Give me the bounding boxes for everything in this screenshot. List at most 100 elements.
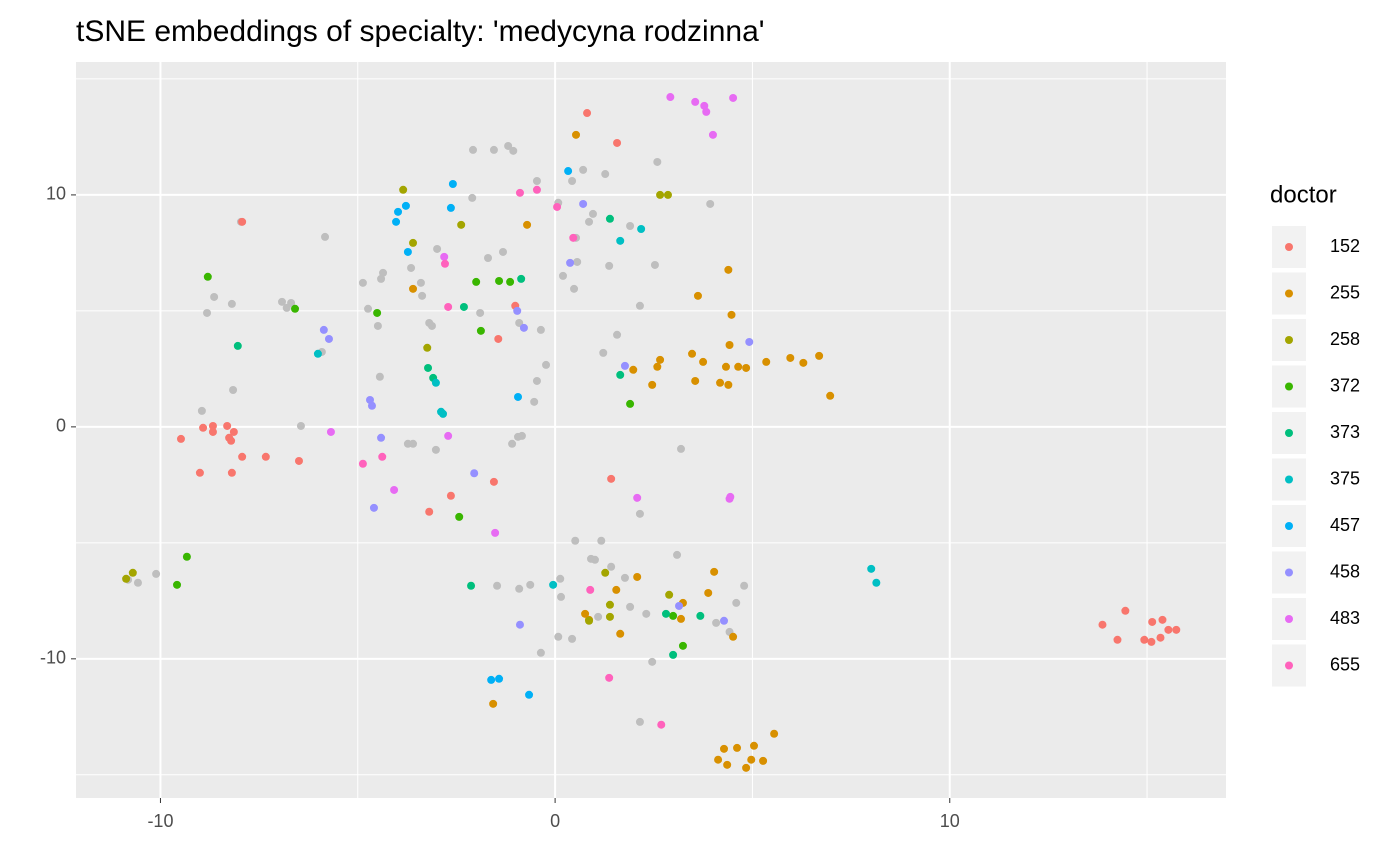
- legend-swatch: [1285, 615, 1293, 623]
- point: [392, 217, 401, 226]
- point: [203, 308, 212, 317]
- point: [369, 503, 378, 512]
- point: [616, 370, 625, 379]
- point: [427, 321, 436, 330]
- point: [519, 323, 528, 332]
- point: [373, 321, 382, 330]
- point: [467, 581, 476, 590]
- point: [648, 657, 657, 666]
- point: [549, 580, 558, 589]
- point: [499, 247, 508, 256]
- point: [762, 357, 771, 366]
- legend-title: doctor: [1270, 181, 1337, 208]
- point: [532, 376, 541, 385]
- point: [223, 421, 232, 430]
- legend-label: 372: [1330, 375, 1360, 395]
- point: [724, 265, 733, 274]
- legend-label: 255: [1330, 282, 1360, 302]
- point: [208, 427, 217, 436]
- point: [650, 260, 659, 269]
- point: [653, 157, 662, 166]
- point: [616, 236, 625, 245]
- point: [229, 385, 238, 394]
- point: [313, 349, 322, 358]
- x-tick-label: 10: [940, 811, 960, 831]
- point: [725, 340, 734, 349]
- point: [586, 585, 595, 594]
- point: [1147, 637, 1156, 646]
- point: [261, 452, 270, 461]
- point: [128, 568, 137, 577]
- point: [319, 325, 328, 334]
- legend-swatch: [1285, 568, 1293, 577]
- point: [786, 353, 795, 362]
- point: [390, 485, 399, 494]
- point: [1148, 617, 1157, 626]
- point: [446, 491, 455, 500]
- point: [799, 358, 808, 367]
- point: [1156, 633, 1165, 642]
- point: [724, 380, 733, 389]
- point: [358, 459, 367, 468]
- point: [373, 308, 382, 317]
- point: [699, 357, 708, 366]
- point: [444, 302, 453, 311]
- point: [656, 190, 665, 199]
- point: [613, 330, 622, 339]
- point: [605, 673, 614, 682]
- legend-swatch: [1285, 661, 1293, 670]
- point: [720, 616, 729, 625]
- point: [733, 743, 742, 752]
- point: [633, 493, 642, 502]
- point: [729, 93, 738, 102]
- point: [173, 580, 182, 589]
- point: [1164, 625, 1173, 634]
- point: [568, 634, 577, 643]
- point: [770, 729, 779, 738]
- point: [532, 176, 541, 185]
- point: [294, 456, 303, 465]
- point: [570, 284, 579, 293]
- point: [227, 436, 236, 445]
- point: [495, 276, 504, 285]
- point: [597, 536, 606, 545]
- legend-label: 457: [1330, 515, 1360, 535]
- point: [431, 445, 440, 454]
- point: [515, 584, 524, 593]
- point: [530, 397, 539, 406]
- point: [613, 138, 622, 147]
- point: [425, 507, 434, 516]
- y-tick-label: 10: [46, 184, 66, 204]
- point: [637, 225, 646, 234]
- legend-label: 258: [1330, 329, 1360, 349]
- point: [536, 325, 545, 334]
- point: [509, 146, 518, 155]
- point: [476, 308, 485, 317]
- point: [1113, 635, 1122, 644]
- point: [620, 573, 629, 582]
- point: [418, 291, 427, 300]
- point: [867, 564, 876, 573]
- point: [635, 717, 644, 726]
- point: [321, 232, 330, 241]
- point: [227, 468, 236, 477]
- point: [416, 278, 425, 287]
- point: [439, 409, 448, 418]
- point: [403, 247, 412, 256]
- point: [826, 391, 835, 400]
- point: [581, 609, 590, 618]
- point: [470, 469, 479, 478]
- point: [708, 130, 717, 139]
- point: [446, 203, 455, 212]
- chart-title: tSNE embeddings of specialty: 'medycyna …: [76, 15, 764, 48]
- point: [508, 439, 517, 448]
- point: [493, 581, 502, 590]
- point: [424, 363, 433, 372]
- point: [678, 641, 687, 650]
- point: [691, 376, 700, 385]
- point: [626, 399, 635, 408]
- point: [588, 209, 597, 218]
- point: [675, 601, 684, 610]
- point: [440, 259, 449, 268]
